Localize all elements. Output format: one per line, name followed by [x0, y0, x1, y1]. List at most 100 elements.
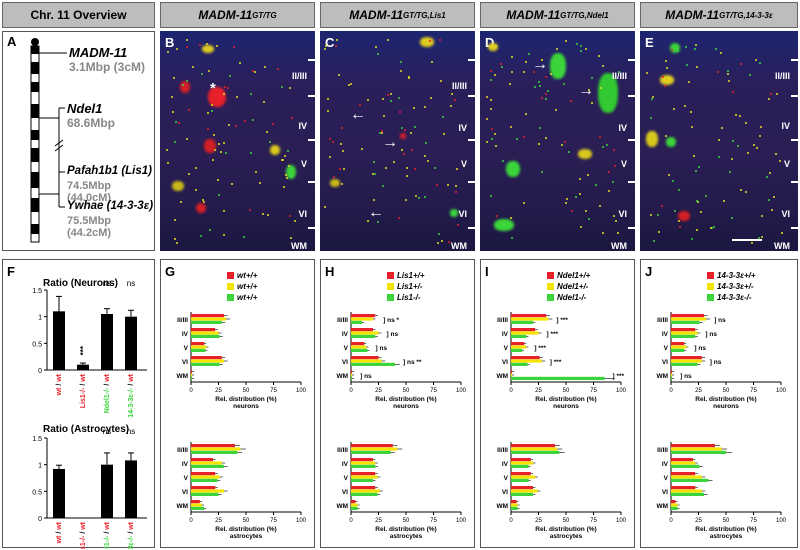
labeled-cell-dot — [766, 176, 768, 178]
labeled-cell-dot — [678, 189, 680, 191]
legend-swatch — [547, 272, 554, 279]
labeled-cell-dot — [172, 111, 174, 113]
labeled-cell-dot — [538, 81, 540, 83]
legend-swatch — [707, 283, 714, 290]
x-tick-label: 25 — [695, 388, 702, 394]
labeled-cell-dot — [263, 101, 265, 103]
labeled-cell-dot — [291, 117, 293, 119]
labeled-cell-dot — [207, 112, 209, 114]
labeled-cell-dot — [410, 132, 412, 134]
labeled-cell-dot — [324, 206, 326, 208]
labeled-cell-dot — [561, 61, 563, 63]
distribution-bar — [511, 489, 538, 493]
labeled-cell-dot — [494, 133, 496, 135]
labeled-cell-dot — [209, 229, 211, 231]
labeled-cell-dot — [223, 234, 225, 236]
labeled-cell-dot — [759, 135, 761, 137]
labeled-cell-dot — [333, 176, 335, 178]
category-label: Lis1-/- / wt — [80, 521, 87, 549]
x-axis-label: Rel. distribution (%) — [535, 526, 596, 533]
labeled-cell-dot — [693, 155, 695, 157]
distribution-bar — [191, 450, 238, 454]
x-axis-sublabel: neurons — [233, 403, 259, 410]
labeled-cell-dot — [775, 153, 777, 155]
labeled-cell-dot — [599, 136, 601, 138]
layer-label: VI — [662, 359, 668, 366]
labeled-cell-dot — [250, 152, 252, 154]
distribution-bar — [511, 447, 558, 451]
legend-label: Lis1+/+ — [397, 271, 425, 280]
distribution-bar — [351, 376, 353, 380]
labeled-cell-dot — [342, 150, 344, 152]
labeled-cell-dot — [614, 165, 616, 167]
header-madm-ndel1: MADM-11 GT/TG,Ndel1 — [480, 2, 635, 28]
distribution-bar — [351, 328, 373, 332]
y-tick-label: 1 — [38, 463, 42, 470]
ratio-bar — [125, 460, 137, 518]
labeled-cell-dot — [779, 160, 781, 162]
labeled-cell-dot — [747, 152, 749, 154]
labeled-cell-dot — [414, 168, 416, 170]
distribution-bar — [351, 320, 362, 324]
cell-green — [286, 165, 296, 179]
labeled-cell-dot — [195, 189, 197, 191]
layer-label: VI — [781, 209, 790, 219]
y-tick-label: 0.5 — [32, 341, 42, 348]
ratio-bar — [53, 468, 65, 518]
labeled-cell-dot — [227, 87, 229, 89]
y-tick-label: 1 — [38, 315, 42, 322]
labeled-cell-dot — [770, 93, 772, 95]
labeled-cell-dot — [612, 181, 614, 183]
labeled-cell-dot — [749, 74, 751, 76]
labeled-cell-dot — [580, 226, 582, 228]
cell-green — [598, 73, 618, 113]
legend-label: 14-3-3ε+/+ — [717, 271, 756, 280]
distribution-bar — [671, 320, 700, 324]
labeled-cell-dot — [200, 235, 202, 237]
category-label: Lis1-/- / wt — [80, 373, 87, 408]
labeled-cell-dot — [289, 87, 291, 89]
labeled-cell-dot — [720, 52, 722, 54]
distribution-bar — [511, 500, 517, 504]
micrograph-e: E II/III IV V VI WM — [640, 31, 798, 251]
legend-label: Lis1+/- — [397, 282, 423, 291]
sig-label: ] ns — [680, 373, 692, 380]
cell-red — [678, 211, 690, 221]
labeled-cell-dot — [341, 183, 343, 185]
labeled-cell-dot — [335, 45, 337, 47]
labeled-cell-dot — [430, 97, 432, 99]
labeled-cell-dot — [332, 141, 334, 143]
distribution-bar — [351, 464, 376, 468]
labeled-cell-dot — [259, 182, 261, 184]
labeled-cell-dot — [400, 70, 402, 72]
micrograph-c: C ← → ← II/III IV V VI WM — [320, 31, 475, 251]
labeled-cell-dot — [696, 66, 698, 68]
labeled-cell-dot — [711, 227, 713, 229]
labeled-cell-dot — [739, 115, 741, 117]
layer-label: WM — [656, 373, 668, 380]
sig-label: ] ns * — [383, 317, 399, 324]
x-tick-label: 0 — [189, 388, 193, 394]
labeled-cell-dot — [236, 96, 238, 98]
distribution-bar — [191, 376, 193, 380]
layer-tick — [468, 181, 475, 183]
labeled-cell-dot — [606, 144, 608, 146]
labeled-cell-dot — [494, 74, 496, 76]
labeled-cell-dot — [379, 132, 381, 134]
labeled-cell-dot — [282, 159, 284, 161]
legend-label: Lis1-/- — [397, 293, 421, 302]
layer-tick — [468, 59, 475, 61]
layer-label: VI — [298, 209, 307, 219]
labeled-cell-dot — [375, 46, 377, 48]
layer-label: WM — [291, 241, 307, 251]
legend-swatch — [387, 272, 394, 279]
labeled-cell-dot — [166, 149, 168, 151]
labeled-cell-dot — [696, 229, 698, 231]
labeled-cell-dot — [223, 210, 225, 212]
labeled-cell-dot — [382, 185, 384, 187]
cell-green — [450, 209, 458, 217]
layer-label: II/III — [774, 71, 790, 81]
layer-label: V — [300, 159, 307, 169]
distribution-bar — [351, 450, 391, 454]
labeled-cell-dot — [373, 199, 375, 201]
